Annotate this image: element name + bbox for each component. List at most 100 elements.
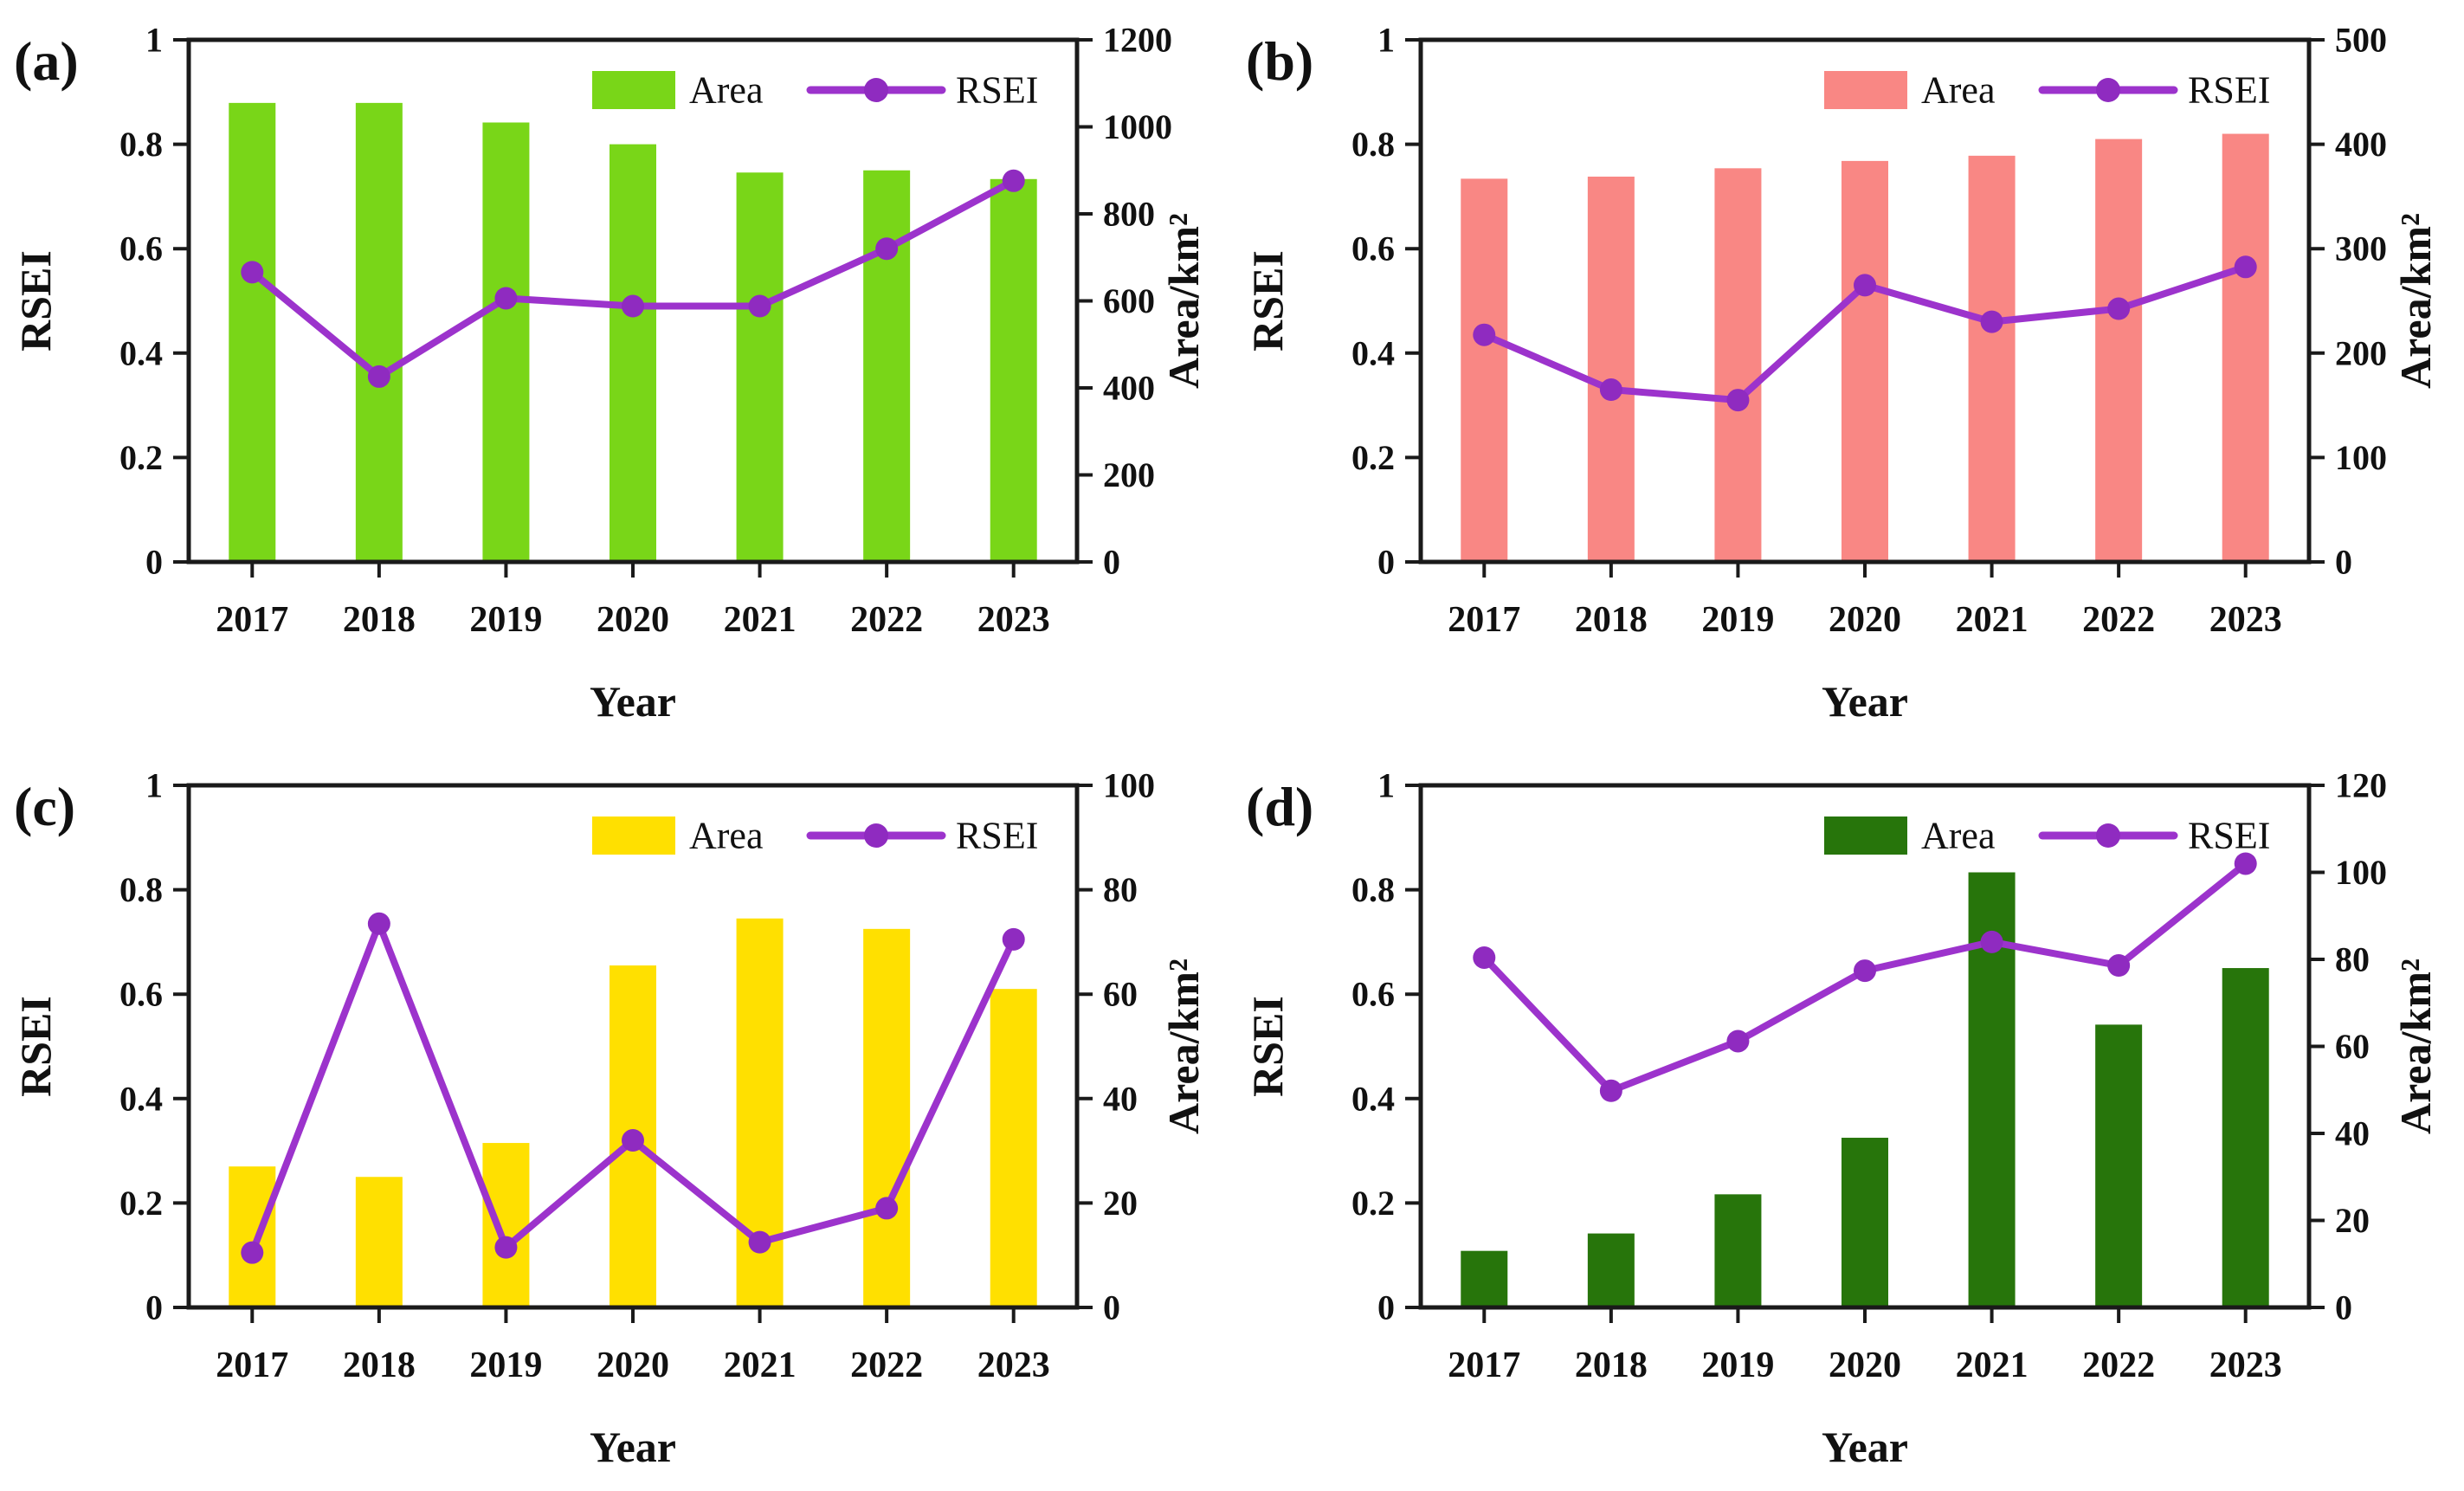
x-tick-label-2023: 2023 <box>2209 600 2282 640</box>
rsei-marker-2020 <box>1854 274 1876 297</box>
area-bar-2022 <box>863 928 911 1307</box>
x-tick-label-2021: 2021 <box>724 600 797 640</box>
legend-rsei-marker <box>2096 823 2120 848</box>
x-axis-title: Year <box>590 1423 676 1471</box>
panel-tag: (b) <box>1246 30 1313 92</box>
legend-area-label: Area <box>689 815 764 857</box>
right-tick-label: 60 <box>2335 1027 2370 1066</box>
left-tick-label: 0.6 <box>119 975 163 1014</box>
area-bar-2018 <box>355 102 403 563</box>
area-bar-2017 <box>1461 1250 1508 1307</box>
area-bar-2020 <box>1842 160 1888 562</box>
x-tick-label-2021: 2021 <box>1956 1346 2029 1385</box>
right-tick-label: 0 <box>1103 1288 1120 1327</box>
x-tick-label-2019: 2019 <box>469 1346 542 1385</box>
right-tick-label: 1200 <box>1103 21 1172 60</box>
rsei-marker-2020 <box>622 294 644 318</box>
left-tick-label: 0.2 <box>1351 438 1395 477</box>
rsei-marker-2021 <box>748 294 771 318</box>
x-tick-label-2017: 2017 <box>1448 1346 1520 1385</box>
x-tick-label-2018: 2018 <box>1575 600 1648 640</box>
left-axis-title: RSEI <box>1243 996 1292 1097</box>
area-bar-2017 <box>229 1166 276 1307</box>
rsei-marker-2018 <box>367 912 390 935</box>
rsei-marker-2020 <box>622 1129 644 1152</box>
right-tick-label: 100 <box>1103 766 1155 805</box>
area-bar-2019 <box>482 1143 530 1307</box>
x-tick-label-2020: 2020 <box>1829 600 1901 640</box>
rsei-marker-2022 <box>2107 297 2131 320</box>
x-tick-label-2021: 2021 <box>1956 600 2029 640</box>
rsei-marker-2017 <box>1473 946 1496 969</box>
right-axis-title: Area/km² <box>1159 958 1208 1134</box>
area-bar-2022 <box>2095 139 2143 562</box>
rsei-marker-2019 <box>494 287 518 310</box>
panel-tag: (a) <box>14 30 79 92</box>
left-tick-label: 0 <box>145 543 163 582</box>
area-bar-2023 <box>2222 133 2269 563</box>
x-tick-label-2022: 2022 <box>850 600 923 640</box>
panel-tag: (c) <box>14 776 75 837</box>
x-tick-label-2022: 2022 <box>850 1346 923 1385</box>
rsei-marker-2019 <box>494 1236 518 1259</box>
rsei-marker-2023 <box>2234 852 2257 875</box>
right-tick-label: 80 <box>1103 870 1138 909</box>
right-tick-label: 0 <box>2335 543 2352 582</box>
right-tick-label: 500 <box>2335 21 2387 60</box>
rsei-marker-2022 <box>875 237 899 261</box>
area-bar-2018 <box>1587 1233 1635 1307</box>
left-tick-label: 0.4 <box>119 333 163 372</box>
right-tick-label: 60 <box>1103 975 1138 1014</box>
right-tick-label: 0 <box>2335 1288 2352 1327</box>
left-tick-label: 0.6 <box>1351 975 1395 1014</box>
right-axis-title: Area/km² <box>2391 213 2440 389</box>
left-tick-label: 1 <box>145 21 163 60</box>
left-axis-title: RSEI <box>11 996 60 1097</box>
right-tick-label: 300 <box>2335 229 2387 268</box>
x-tick-label-2017: 2017 <box>1448 600 1520 640</box>
x-tick-label-2020: 2020 <box>597 600 669 640</box>
x-tick-label-2020: 2020 <box>597 1346 669 1385</box>
rsei-marker-2017 <box>1473 323 1496 346</box>
left-tick-label: 0.8 <box>119 870 163 909</box>
panel-d: 0 0.2 0.4 0.6 0.8 1 0 20 40 60 80 100 120 2017 2018 201… <box>1232 746 2464 1491</box>
area-bar-2018 <box>355 1177 403 1307</box>
area-bar-2023 <box>990 989 1037 1307</box>
chart-a: 0 0.2 0.4 0.6 0.8 1 0 200 400 600 800 1000 1200 2017 2… <box>11 21 1208 726</box>
left-axis-title: RSEI <box>11 250 60 352</box>
rsei-marker-2017 <box>241 261 264 284</box>
right-tick-label: 100 <box>2335 438 2387 477</box>
rsei-marker-2022 <box>2107 954 2131 978</box>
x-tick-label-2022: 2022 <box>2082 1346 2155 1385</box>
chart-d: 0 0.2 0.4 0.6 0.8 1 0 20 40 60 80 100 120 2017 2018 201… <box>1243 766 2440 1472</box>
legend-area-label: Area <box>1921 69 1996 112</box>
area-bar-2021 <box>736 172 784 562</box>
area-bar-2023 <box>990 178 1037 563</box>
x-tick-label-2017: 2017 <box>216 600 288 640</box>
legend-rsei-label: RSEI <box>2188 69 2270 112</box>
rsei-marker-2018 <box>367 365 390 388</box>
x-tick-label-2023: 2023 <box>977 1346 1050 1385</box>
left-tick-label: 0.4 <box>1351 333 1395 372</box>
x-axis-title: Year <box>1822 1423 1908 1471</box>
rsei-marker-2019 <box>1726 1030 1750 1053</box>
right-tick-label: 600 <box>1103 281 1155 320</box>
left-tick-label: 1 <box>145 766 163 805</box>
left-tick-label: 0.6 <box>1351 229 1395 268</box>
area-bar-2023 <box>2222 968 2269 1307</box>
left-tick-label: 0 <box>1377 1288 1395 1327</box>
chart-b: 0 0.2 0.4 0.6 0.8 1 0 100 200 300 400 500 2017 2018 20… <box>1243 21 2440 726</box>
x-tick-label-2018: 2018 <box>343 1346 416 1385</box>
right-tick-label: 40 <box>1103 1079 1138 1118</box>
panel-tag: (d) <box>1246 776 1313 837</box>
right-tick-label: 400 <box>2335 125 2387 164</box>
area-bar-2020 <box>1842 1138 1888 1307</box>
legend-rsei-label: RSEI <box>2188 815 2270 857</box>
x-tick-label-2023: 2023 <box>2209 1346 2282 1385</box>
right-tick-label: 200 <box>2335 333 2387 372</box>
area-bar-2019 <box>1714 1194 1762 1307</box>
legend-area-label: Area <box>1921 815 1996 857</box>
area-bar-2022 <box>863 170 911 562</box>
x-tick-label-2021: 2021 <box>724 1346 797 1385</box>
area-bar-2020 <box>610 144 656 562</box>
